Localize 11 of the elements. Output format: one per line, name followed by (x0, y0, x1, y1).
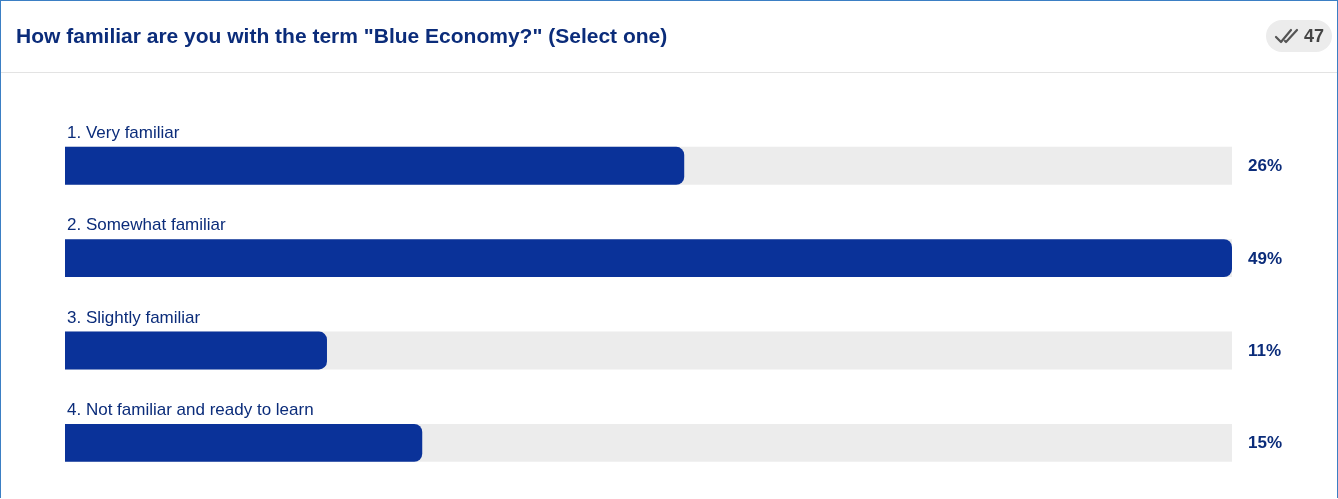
bar (65, 331, 327, 370)
y-tick-label: 3. Slightly familiar (67, 308, 201, 327)
chart-title: How familiar are you with the term "Blue Economy?" (Select one) (16, 24, 668, 48)
data-label: 11% (1248, 341, 1282, 360)
y-tick-label: 2. Somewhat familiar (67, 215, 227, 234)
y-tick-label: 1. Very familiar (67, 123, 180, 142)
text: 47 (1303, 25, 1324, 47)
data-label: 26% (1248, 156, 1283, 175)
y-tick-label: 4. Not familiar and ready to learn (67, 400, 314, 419)
data-label: 15% (1248, 433, 1283, 452)
data-label: 49% (1248, 249, 1283, 268)
